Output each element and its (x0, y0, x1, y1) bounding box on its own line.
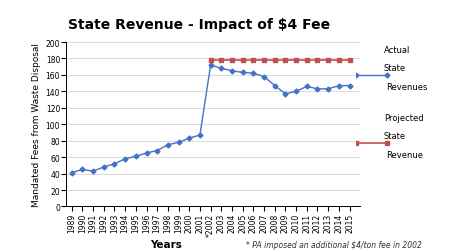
actual (197, 134, 203, 137)
Text: State Revenue - Impact of $4 Fee: State Revenue - Impact of $4 Fee (68, 18, 330, 32)
actual (90, 170, 96, 173)
actual (346, 85, 352, 88)
projected (272, 59, 278, 62)
actual (122, 158, 128, 161)
projected (219, 59, 224, 62)
actual (176, 141, 182, 144)
Text: Revenue: Revenue (386, 150, 423, 160)
actual (283, 93, 288, 96)
Text: State: State (384, 64, 406, 73)
projected (251, 59, 256, 62)
Text: * PA imposed an additional $4/ton fee in 2002: * PA imposed an additional $4/ton fee in… (246, 240, 422, 249)
actual (133, 155, 139, 158)
actual (304, 85, 310, 88)
projected (315, 59, 320, 62)
actual (240, 72, 246, 75)
actual (69, 172, 74, 175)
projected (325, 59, 331, 62)
actual (293, 90, 299, 93)
Line: projected: projected (208, 58, 352, 63)
actual (165, 144, 171, 147)
actual (261, 76, 267, 79)
projected (283, 59, 288, 62)
projected (229, 59, 235, 62)
Text: Projected: Projected (384, 114, 424, 123)
actual (144, 152, 149, 155)
actual (186, 137, 192, 140)
actual (325, 88, 331, 91)
actual (208, 64, 213, 67)
actual (80, 168, 85, 171)
actual (155, 149, 160, 152)
actual (315, 88, 320, 91)
Text: Actual: Actual (384, 46, 410, 55)
actual (101, 166, 107, 169)
actual (336, 85, 342, 88)
actual (111, 163, 117, 166)
actual (219, 68, 224, 71)
actual (272, 85, 278, 88)
projected (208, 59, 213, 62)
projected (346, 59, 352, 62)
projected (304, 59, 310, 62)
actual (251, 73, 256, 76)
projected (293, 59, 299, 62)
projected (336, 59, 342, 62)
Y-axis label: Mandated Fees from Waste Disposal: Mandated Fees from Waste Disposal (32, 43, 41, 206)
projected (240, 59, 246, 62)
actual (229, 70, 235, 73)
projected (261, 59, 267, 62)
Line: actual: actual (70, 64, 351, 175)
Text: Years: Years (150, 239, 182, 249)
Text: Revenues: Revenues (386, 82, 428, 91)
Text: State: State (384, 132, 406, 141)
